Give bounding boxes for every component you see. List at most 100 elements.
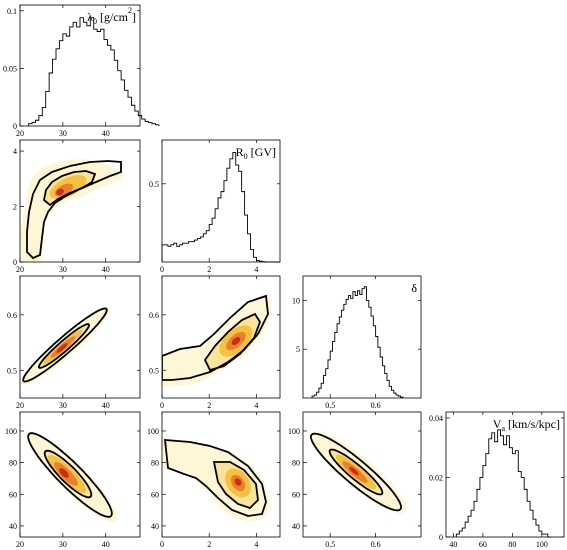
histogram-bin [121, 80, 124, 126]
histogram-bin [492, 433, 495, 537]
y-tick-label: 0.5 [149, 366, 159, 375]
y-tick-label: 0 [13, 122, 17, 131]
panel-frame [161, 275, 281, 399]
x-tick-label: 0.5 [325, 540, 335, 549]
y-tick-label: 0 [13, 258, 17, 267]
contour-inner [43, 449, 93, 499]
y-tick-label: 0.5 [7, 366, 17, 375]
histogram-bin [177, 246, 180, 262]
histogram-bin [351, 298, 353, 398]
histogram-bin [189, 242, 192, 262]
parameter-label: λ0 [g/cm2] [87, 6, 136, 26]
y-tick-label: 4 [13, 147, 17, 156]
x-tick-label: 0.6 [371, 540, 381, 549]
y-tick-label: 0.05 [3, 64, 17, 73]
histogram-bin [221, 192, 224, 262]
panel-frame [302, 411, 422, 538]
parameter-label-sub: a [501, 424, 505, 433]
density-peak [56, 343, 68, 353]
panel-frame [445, 411, 565, 538]
histogram-bin [233, 153, 236, 262]
density-peak [231, 337, 241, 345]
parameter-label-main: R [236, 145, 244, 159]
density-Va_vs_lambda0 [27, 432, 117, 522]
y-tick-label: 40 [151, 522, 159, 531]
histogram-bin [35, 120, 38, 126]
histogram-bin [73, 22, 76, 126]
histogram-bin [509, 448, 512, 537]
parameter-label-sup: 2 [128, 6, 132, 15]
histogram-bin [357, 291, 359, 398]
histogram-bin [337, 324, 339, 398]
histogram-bin [369, 307, 371, 398]
histogram-bin [128, 97, 131, 126]
density-region-outer [20, 159, 122, 262]
y-tick-label: 80 [292, 459, 300, 468]
panel-R0_vs_lambda0: 20 30 40 0 2 4 [13, 139, 141, 274]
histogram-bin [183, 243, 186, 262]
histogram-bin [114, 60, 117, 126]
x-tick-label: 40 [102, 540, 110, 549]
x-tick-label: 0.5 [325, 401, 335, 410]
histogram-bin [227, 168, 230, 262]
x-tick-label: 30 [59, 265, 67, 274]
histogram-bin [63, 34, 66, 126]
y-tick-label: 40 [292, 522, 300, 531]
histogram-outline [161, 152, 280, 263]
parameter-label-close: ] [132, 10, 136, 24]
parameter-label-sub: 0 [93, 17, 97, 26]
x-tick-label: 20 [16, 401, 24, 410]
y-tick-label: 0.5 [149, 180, 159, 189]
y-tick-label: 60 [292, 490, 300, 499]
y-tick-label: 40 [9, 522, 17, 531]
x-tick-label: 30 [59, 540, 67, 549]
histogram-bin [512, 454, 515, 537]
histogram-bin [168, 246, 171, 262]
histogram-bin [501, 436, 504, 537]
density-Va_vs_delta [309, 430, 407, 514]
density-delta_vs_R0 [162, 294, 272, 387]
panel-delta_vs_lambda0: 20 30 40 0.5 0.6 [7, 275, 141, 410]
histogram-bin [56, 49, 59, 126]
histogram-bin [97, 32, 100, 126]
histogram-bin [87, 26, 90, 126]
parameter-label: δ [411, 281, 417, 295]
contour-inner [203, 312, 261, 372]
x-tick-label: 100 [536, 540, 548, 549]
density-delta_vs_lambda0 [21, 307, 111, 385]
panel-frame [19, 4, 141, 127]
parameter-label-rest: [g/cm [97, 10, 129, 24]
density-region-outer [162, 294, 272, 387]
y-tick-label: 60 [151, 490, 159, 499]
panel-frame [302, 275, 422, 399]
histogram-bin [504, 445, 507, 537]
histogram-bin [104, 40, 107, 126]
histogram-bin [194, 240, 197, 262]
x-tick-label: 2 [207, 265, 211, 274]
panel-Va: 40 60 80 100 0 0.02 0.04 Va [km/s/kpc] [429, 411, 565, 549]
density-peak [59, 468, 69, 478]
y-tick-label: 80 [9, 459, 17, 468]
histogram-bin [145, 121, 148, 126]
y-tick-label: 5 [296, 345, 300, 354]
histogram-bin [165, 245, 168, 262]
panel-frame [161, 139, 281, 263]
y-tick-label: 100 [288, 427, 300, 436]
x-tick-label: 0 [160, 265, 164, 274]
y-tick-label: 2 [13, 203, 17, 212]
histogram-bin [80, 18, 83, 126]
x-tick-label: 40 [102, 265, 110, 274]
x-tick-label: 30 [59, 401, 67, 410]
x-tick-label: 20 [16, 265, 24, 274]
histogram-bin [495, 442, 498, 537]
histogram-bin [42, 108, 45, 126]
histogram-bin [131, 105, 134, 126]
contour-inner [43, 170, 97, 207]
histogram-bin [94, 29, 97, 126]
density-R0_vs_lambda0 [20, 159, 122, 262]
histogram-bin [346, 299, 348, 398]
parameter-label: R0 [GV] [236, 145, 276, 161]
y-tick-label: 0.6 [7, 311, 17, 320]
